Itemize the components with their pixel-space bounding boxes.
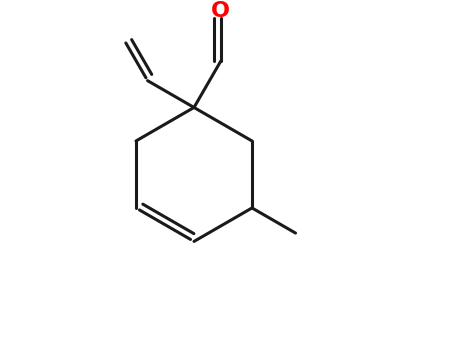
Text: O: O [211,1,230,21]
